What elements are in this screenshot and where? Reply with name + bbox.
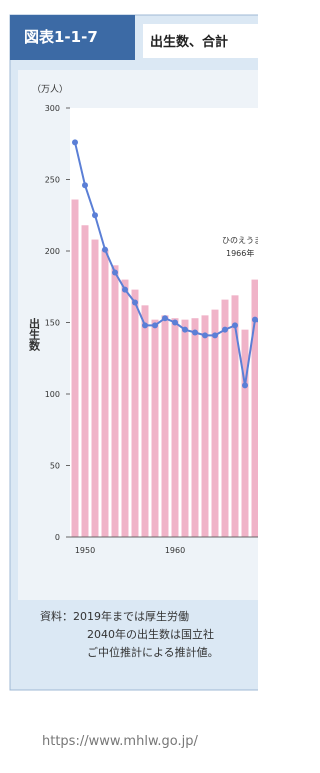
url: https://www.mhlw.go.jp/ — [42, 734, 198, 749]
bar — [122, 280, 129, 537]
bar — [172, 318, 179, 537]
annotation: ひのえうま — [222, 236, 258, 245]
source-line: 2040年の出生数は国立社 — [87, 627, 214, 641]
bar — [112, 265, 119, 537]
bar — [152, 320, 159, 537]
marker — [112, 269, 118, 275]
source-line: 資料：2019年までは厚生労働 — [40, 609, 189, 623]
page: 図表1-1-7 出生数、合計 （万人） 出生数 ひのえうま 1966年 資料：2… — [0, 0, 258, 769]
bar — [132, 290, 139, 537]
bar — [232, 295, 239, 537]
bar — [92, 240, 99, 537]
bar — [72, 200, 79, 537]
y-tick-label: 300 — [45, 104, 60, 113]
x-tick-label: 1960 — [165, 546, 185, 555]
marker — [142, 322, 148, 328]
y-tick-label: 200 — [45, 247, 60, 256]
marker — [122, 287, 128, 293]
bar — [202, 315, 209, 537]
annotation: 1966年 — [226, 248, 254, 258]
y-tick-label: 100 — [45, 390, 60, 399]
marker — [102, 247, 108, 253]
bar — [102, 250, 109, 537]
y-tick-label: 250 — [45, 176, 60, 185]
marker — [222, 327, 228, 333]
bar — [82, 225, 89, 537]
bar — [222, 300, 229, 537]
marker — [132, 299, 138, 305]
marker — [172, 320, 178, 326]
marker — [82, 182, 88, 188]
bar — [182, 320, 189, 537]
marker — [212, 332, 218, 338]
bar — [242, 330, 249, 537]
bar — [192, 318, 199, 537]
unit: （万人） — [32, 84, 68, 95]
source-line: ご中位推計による推計値。 — [87, 645, 219, 659]
marker — [192, 330, 198, 336]
chart: 図表1-1-7 出生数、合計 （万人） 出生数 ひのえうま 1966年 資料：2… — [0, 0, 258, 769]
y-tick-label: 0 — [55, 533, 60, 542]
marker — [242, 382, 248, 388]
marker — [162, 315, 168, 321]
x-tick-label: 1950 — [75, 546, 95, 555]
marker — [252, 317, 258, 323]
marker — [182, 327, 188, 333]
marker — [232, 322, 238, 328]
marker — [92, 212, 98, 218]
y-tick-label: 150 — [45, 319, 60, 328]
y-label: 出生数 — [28, 317, 41, 352]
marker — [72, 139, 78, 145]
marker — [152, 322, 158, 328]
figure-label: 図表1-1-7 — [24, 28, 98, 46]
bar — [162, 315, 169, 537]
title: 出生数、合計 — [150, 34, 228, 50]
marker — [202, 332, 208, 338]
bar — [142, 305, 149, 537]
y-tick-label: 50 — [50, 462, 60, 471]
bar — [212, 310, 219, 537]
